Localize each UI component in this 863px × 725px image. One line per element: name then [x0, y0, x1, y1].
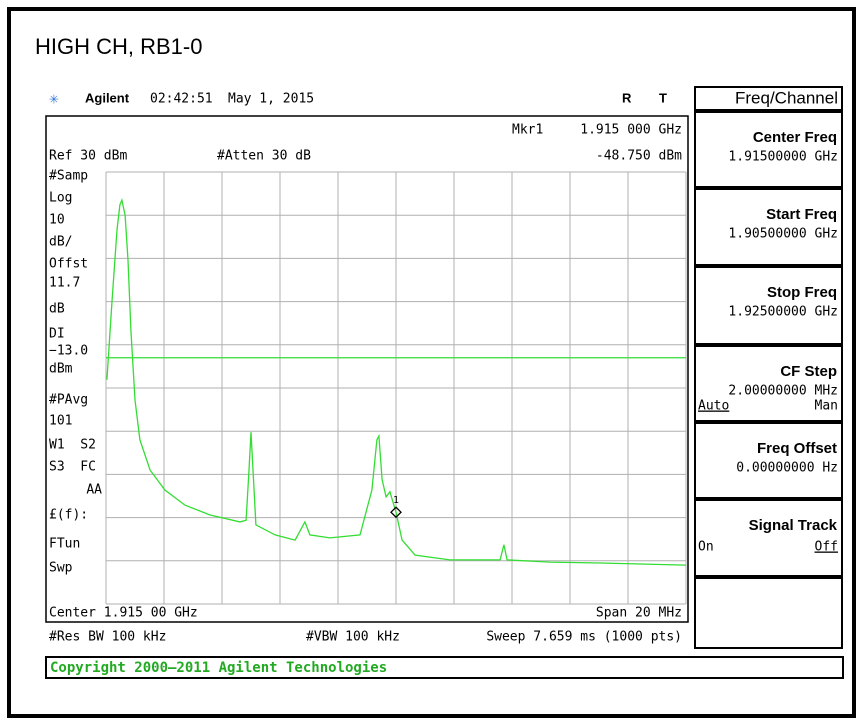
- copyright: Copyright 2000–2011 Agilent Technologies: [50, 660, 387, 676]
- left-panel-item: AA: [86, 483, 102, 498]
- softkey-label[interactable]: Center Freq: [753, 129, 837, 146]
- softkey-title-box: [694, 86, 843, 111]
- left-panel-item: 10: [49, 213, 65, 228]
- time: 02:42:51: [150, 92, 213, 107]
- marker-level: -48.750 dBm: [596, 149, 682, 164]
- left-panel-item: Swp: [49, 561, 73, 576]
- marker-title: Mkr1: [512, 123, 543, 138]
- left-panel-item: #PAvg: [49, 393, 88, 408]
- vbw: #VBW 100 kHz: [306, 630, 400, 645]
- softkey-value: 2.00000000 MHz: [728, 384, 838, 399]
- softkey[interactable]: [694, 577, 843, 649]
- softkey-label[interactable]: Start Freq: [766, 206, 837, 223]
- softkey-title: Freq/Channel: [735, 88, 838, 107]
- softkey-label[interactable]: Signal Track: [749, 517, 838, 534]
- span: Span 20 MHz: [596, 606, 682, 621]
- softkey[interactable]: [694, 266, 843, 345]
- softkey-label[interactable]: CF Step: [780, 363, 837, 380]
- softkey-option[interactable]: Auto: [698, 399, 729, 414]
- trace: [106, 197, 687, 566]
- copyright-bar: [45, 656, 844, 679]
- softkey-option[interactable]: Man: [815, 399, 838, 414]
- left-panel-item: #Samp: [49, 169, 88, 184]
- rbw: #Res BW 100 kHz: [49, 630, 166, 645]
- page-title: HIGH CH, RB1-0: [35, 34, 202, 59]
- left-panel-item: dBm: [49, 362, 73, 377]
- status-r: R: [622, 90, 632, 105]
- left-panel-item: W1 S2: [49, 438, 96, 453]
- softkey-label[interactable]: Freq Offset: [757, 440, 837, 457]
- softkey-option[interactable]: On: [698, 540, 714, 555]
- ref-level: Ref 30 dBm: [49, 149, 127, 164]
- left-panel-item: Log: [49, 191, 72, 206]
- softkey-value: 0.00000000 Hz: [736, 461, 838, 476]
- softkey-option[interactable]: Off: [815, 540, 838, 555]
- marker: [390, 506, 402, 519]
- softkey[interactable]: [694, 499, 843, 577]
- left-panel-item: dB: [49, 302, 65, 317]
- left-panel-item: −13.0: [49, 344, 88, 359]
- softkey-value: 1.91500000 GHz: [728, 150, 838, 165]
- left-panel-item: 11.7: [49, 276, 80, 291]
- logo-star: ✳: [49, 89, 59, 108]
- left-panel-item: FTun: [49, 537, 80, 552]
- sweep: Sweep 7.659 ms (1000 pts): [486, 630, 682, 645]
- softkey-label[interactable]: Stop Freq: [767, 284, 837, 301]
- brand: Agilent: [85, 90, 130, 105]
- softkey[interactable]: [694, 345, 843, 422]
- marker-label: 1: [393, 495, 399, 506]
- left-panel: #Samp Log 10 dB/Offst 11.7 dB DI −13.0 dBm #PAvg 1…: [49, 169, 102, 576]
- left-panel-item: DI: [49, 327, 65, 342]
- softkey-value: 1.92500000 GHz: [728, 305, 838, 320]
- softkey-value: 1.90500000 GHz: [728, 227, 838, 242]
- softkey[interactable]: [694, 188, 843, 266]
- softkey[interactable]: [694, 422, 843, 499]
- date: May 1, 2015: [228, 92, 314, 107]
- status-t: T: [659, 90, 667, 105]
- marker-freq: 1.915 000 GHz: [580, 123, 682, 138]
- left-panel-item: £(f):: [49, 508, 88, 523]
- plot-frame: [45, 115, 689, 623]
- graticule: [105, 171, 687, 605]
- left-panel-item: S3 FC: [49, 460, 96, 475]
- softkey[interactable]: [694, 111, 843, 188]
- softkeys: Center Freq 1.91500000 GHz Start Freq 1.905…: [694, 111, 843, 649]
- atten: #Atten 30 dB: [217, 149, 311, 164]
- left-panel-item: dB/: [49, 235, 72, 250]
- center-freq: Center 1.915 00 GHz: [49, 606, 198, 621]
- left-panel-item: 101: [49, 414, 72, 429]
- left-panel-item: Offst: [49, 257, 88, 272]
